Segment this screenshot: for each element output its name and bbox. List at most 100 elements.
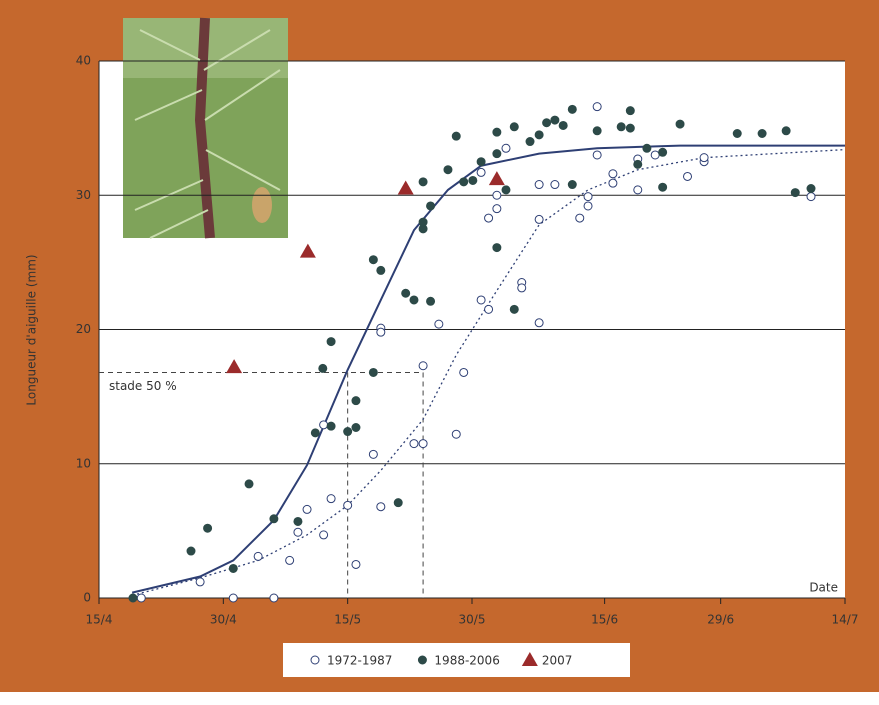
point [418,361,428,371]
y-tick-label: 40 [76,54,91,68]
y-tick-label: 10 [76,456,91,470]
point [326,494,336,504]
point [203,523,213,533]
point [253,551,263,561]
point [310,428,320,438]
point [534,318,544,328]
point [468,175,478,185]
point [509,122,519,132]
point [351,559,361,569]
point [343,500,353,510]
point [393,498,403,508]
point [326,337,336,347]
point [567,104,577,114]
point [625,123,635,133]
point [409,439,419,449]
point [318,363,328,373]
point [299,243,316,258]
point [319,420,329,430]
point [351,396,361,406]
point [806,184,816,194]
point [757,128,767,138]
point [616,122,626,132]
point [534,180,544,190]
photo [123,17,288,239]
legend-marker [521,652,538,666]
point [434,319,444,329]
x-tick-label: 30/5 [459,613,486,627]
point [228,563,238,573]
point [501,143,511,153]
point [397,180,414,195]
point [550,115,560,125]
legend-label: 1988-2006 [434,654,499,668]
point [376,327,386,337]
legend-marker [310,655,320,665]
point [326,421,336,431]
point [484,213,494,223]
point [476,167,486,177]
point [343,427,353,437]
legend-label: 1972-1987 [327,654,392,668]
point [633,185,643,195]
point [186,546,196,556]
point [492,204,502,214]
point [418,439,428,449]
point [244,479,254,489]
point [319,530,329,540]
point [426,296,436,306]
point [732,128,742,138]
x-tick-label: 29/6 [707,613,734,627]
point [790,188,800,198]
point [699,153,709,163]
point [592,126,602,136]
point [592,150,602,160]
point [368,449,378,459]
point [409,295,419,305]
point [376,265,386,275]
point [492,149,502,159]
x-tick-label: 15/5 [334,613,361,627]
point [293,527,303,537]
point [368,255,378,265]
x-tick-label: 15/4 [86,613,113,627]
point [302,504,312,514]
point [492,127,502,137]
point [501,185,511,195]
point [625,106,635,116]
annotation-label: stade 50 % [109,379,177,393]
point [575,213,585,223]
point [608,169,618,179]
point [683,171,693,181]
point [195,577,205,587]
point [226,359,243,374]
y-tick-label: 20 [76,322,91,336]
point [558,120,568,130]
point [781,126,791,136]
point [806,192,816,202]
point [525,137,535,147]
point [658,147,668,157]
legend-label: 2007 [542,654,573,668]
point [269,593,279,603]
point [351,423,361,433]
x-tick-label: 15/6 [591,613,618,627]
point [550,180,560,190]
point [592,102,602,112]
point [608,178,618,188]
point [426,201,436,211]
fit-curve [131,144,845,594]
point [583,201,593,211]
point [269,514,279,524]
point [418,217,428,227]
point [633,159,643,169]
point [517,283,527,293]
point [534,130,544,140]
point [443,165,453,175]
point [642,143,652,153]
point [401,288,411,298]
point [476,295,486,305]
x-axis-label: Date [809,581,838,595]
point [476,157,486,167]
